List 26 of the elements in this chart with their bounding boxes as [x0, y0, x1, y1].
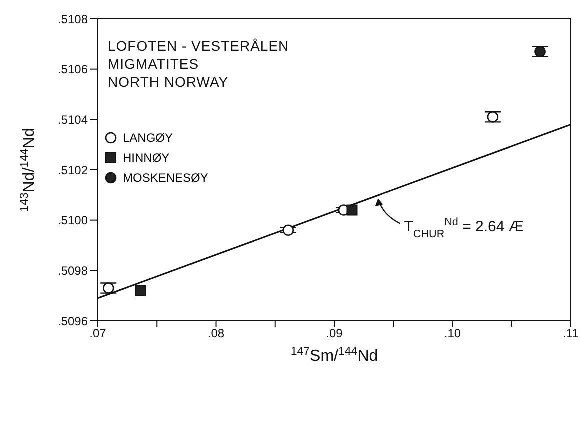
y-tick-label: .5096 — [58, 314, 88, 328]
point — [135, 285, 146, 296]
x-tick-label: .11 — [563, 326, 580, 341]
legend-label: MOSKENESØY — [123, 171, 208, 185]
legend-label: LANGØY — [123, 131, 174, 145]
point — [282, 224, 294, 236]
x-tick-label: .07 — [90, 326, 107, 341]
annotation: T$_{CHUR}$$^{Nd}$ = 2.64 Æ — [404, 216, 524, 241]
point — [102, 282, 114, 294]
y-tick-label: .5104 — [58, 112, 88, 127]
x-tick-label: .09 — [326, 326, 344, 341]
y-tick-label: .5100 — [58, 214, 88, 228]
x-axis-title: $^{147}$Sm/$^{144}$Nd — [290, 346, 378, 365]
x-tick-label: .10 — [444, 326, 462, 341]
x-tick-label: .08 — [208, 326, 225, 341]
point — [487, 112, 499, 123]
annotation: NORTH NORWAY — [108, 74, 229, 90]
y-tick-label: .5098 — [58, 264, 88, 278]
y-tick-label: .5106 — [58, 62, 88, 77]
y-tick-label: .5108 — [58, 12, 88, 26]
point — [346, 204, 358, 216]
point — [534, 46, 546, 58]
y-tick-label: .5102 — [58, 163, 88, 178]
annotation: LOFOTEN - VESTERÅLEN — [108, 38, 290, 54]
legend-label: HINNØY — [123, 151, 170, 165]
annotation: MIGMATITES — [108, 56, 200, 72]
